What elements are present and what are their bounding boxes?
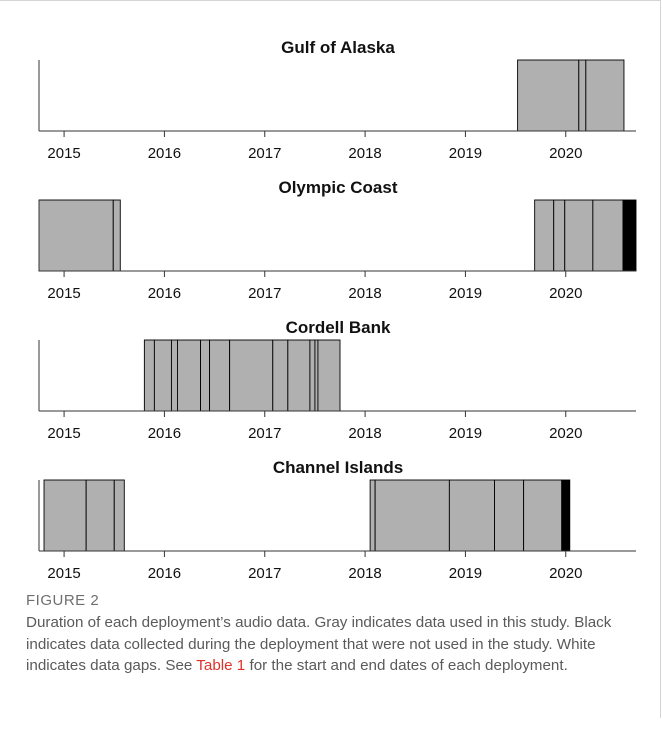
channel-islands-tick-label-2015: 2015	[47, 565, 80, 582]
cordell-bank-segment-5	[200, 339, 211, 412]
channel-islands-segment-7	[494, 479, 525, 552]
channel-islands-segment-5	[374, 479, 450, 552]
gulf-of-alaska-title: Gulf of Alaska	[281, 38, 395, 57]
cordell-bank-tick-label-2016: 2016	[148, 425, 181, 442]
figure-label: FIGURE 2	[26, 592, 100, 609]
cordell-bank-tick-label-2020: 2020	[549, 425, 582, 442]
cordell-bank-segment-4	[177, 339, 201, 412]
cordell-bank-tick-label-2015: 2015	[47, 425, 80, 442]
channel-islands-tick-label-2020: 2020	[549, 565, 582, 582]
channel-islands-tick-label-2018: 2018	[348, 565, 381, 582]
cordell-bank-segment-11	[314, 339, 319, 412]
caption-text-before: Duration of each deployment’s audio data…	[26, 614, 612, 674]
olympic-coast-segment-5	[564, 199, 594, 272]
figure-caption: FIGURE 2 Duration of each deployment’s a…	[26, 592, 646, 677]
channel-islands-title: Channel Islands	[273, 458, 403, 477]
olympic-coast-tick-label-2016: 2016	[148, 285, 181, 302]
gulf-of-alaska-segment-2	[578, 59, 587, 132]
deployment-timelines-chart: Gulf of Alaska 2015 2016 2017 2018 2019 2020 Ol…	[38, 38, 637, 582]
caption-text-after: for the start and end dates of each depl…	[245, 657, 568, 674]
gulf-of-alaska-segment-1	[517, 59, 580, 132]
olympic-coast-segment-4	[553, 199, 566, 272]
cordell-bank-segment-6	[209, 339, 231, 412]
gulf-of-alaska-tick-label-2017: 2017	[248, 145, 281, 162]
cordell-bank-segment-7	[229, 339, 274, 412]
olympic-coast-title: Olympic Coast	[278, 178, 397, 197]
channel-islands-tick-label-2016: 2016	[148, 565, 181, 582]
channel-islands-segment-8	[523, 479, 563, 552]
cordell-bank-tick-label-2017: 2017	[248, 425, 281, 442]
cordell-bank-tick-label-2019: 2019	[449, 425, 482, 442]
olympic-coast-segment-7	[622, 199, 637, 272]
olympic-coast-tick-label-2018: 2018	[348, 285, 381, 302]
channel-islands-tick-label-2017: 2017	[248, 565, 281, 582]
olympic-coast-segment-6	[592, 199, 624, 272]
olympic-coast-tick-label-2019: 2019	[449, 285, 482, 302]
channel-islands-segment-3	[113, 479, 125, 552]
gulf-of-alaska-tick-label-2019: 2019	[449, 145, 482, 162]
channel-islands-segment-6	[448, 479, 495, 552]
olympic-coast-tick-label-2017: 2017	[248, 285, 281, 302]
cordell-bank-segment-12	[317, 339, 341, 412]
gulf-of-alaska-tick-label-2018: 2018	[348, 145, 381, 162]
figure-frame	[0, 0, 661, 718]
gulf-of-alaska-tick-label-2015: 2015	[47, 145, 80, 162]
gulf-of-alaska-tick-label-2016: 2016	[148, 145, 181, 162]
cordell-bank-segment-3	[170, 339, 178, 412]
olympic-coast-tick-label-2020: 2020	[549, 285, 582, 302]
channel-islands-segment-4	[369, 479, 376, 552]
channel-islands-segment-2	[85, 479, 115, 552]
cordell-bank-segment-2	[153, 339, 172, 412]
channel-islands-tick-label-2019: 2019	[449, 565, 482, 582]
gulf-of-alaska-segment-3	[585, 59, 625, 132]
channel-islands-segment-1	[43, 479, 87, 552]
cordell-bank-title: Cordell Bank	[286, 318, 391, 337]
olympic-coast-segment-1	[38, 199, 114, 272]
cordell-bank-segment-8	[272, 339, 289, 412]
channel-islands-segment-9	[561, 479, 571, 552]
figure-caption-text: Duration of each deployment’s audio data…	[26, 612, 646, 677]
olympic-coast-segment-2	[112, 199, 121, 272]
gulf-of-alaska-tick-label-2020: 2020	[549, 145, 582, 162]
cordell-bank-tick-label-2018: 2018	[348, 425, 381, 442]
olympic-coast-segment-3	[534, 199, 555, 272]
cordell-bank-segment-9	[287, 339, 311, 412]
cordell-bank-segment-1	[143, 339, 155, 412]
olympic-coast-tick-label-2015: 2015	[47, 285, 80, 302]
cordell-bank-segment-10	[309, 339, 316, 412]
table-1-link[interactable]: Table 1	[196, 657, 246, 674]
